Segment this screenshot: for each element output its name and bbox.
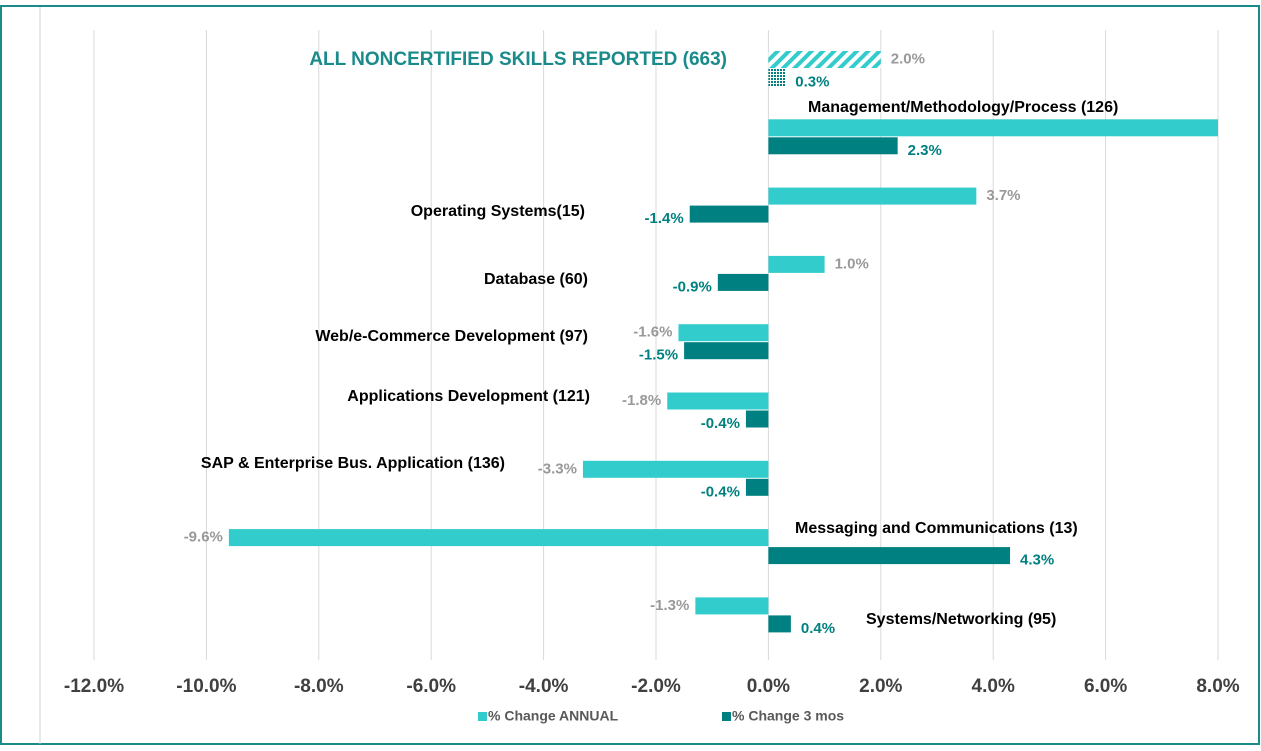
x-tick-label: -4.0% — [519, 676, 569, 697]
value-label: -0.9% — [673, 278, 712, 295]
x-tick-label: -10.0% — [176, 676, 236, 697]
x-tick-label: 2.0% — [859, 676, 902, 697]
bar — [582, 460, 769, 478]
value-label: 2.3% — [908, 142, 942, 159]
bar — [768, 615, 791, 633]
bar — [768, 119, 1218, 137]
x-tick-label: -8.0% — [294, 676, 344, 697]
value-label: -3.3% — [538, 460, 577, 477]
value-label: -1.5% — [639, 347, 678, 364]
bar — [768, 255, 825, 273]
category-label: Database (60) — [484, 271, 588, 288]
value-label: -9.6% — [184, 529, 223, 546]
category-label: Messaging and Communications (13) — [795, 520, 1078, 537]
legend-swatch — [722, 712, 731, 721]
legend-label: % Change 3 mos — [732, 708, 844, 724]
bar — [689, 205, 769, 223]
category-label: ALL NONCERTIFIED SKILLS REPORTED (663) — [309, 49, 727, 70]
category-label: Systems/Networking (95) — [866, 611, 1056, 628]
category-label: Operating Systems(15) — [411, 203, 585, 220]
bar — [684, 342, 769, 360]
value-label: 2.0% — [891, 50, 925, 67]
x-tick-label: 4.0% — [972, 676, 1015, 697]
legend-swatch — [478, 712, 487, 721]
category-label: Web/e-Commerce Development (97) — [315, 328, 588, 345]
value-label: -1.3% — [650, 597, 689, 614]
value-label: -1.8% — [622, 392, 661, 409]
category-label: Management/Methodology/Process (126) — [808, 99, 1118, 116]
x-tick-label: -2.0% — [631, 676, 681, 697]
bar — [228, 529, 769, 547]
bar — [717, 273, 769, 291]
frame — [0, 5, 1260, 745]
bar — [768, 137, 898, 155]
bar — [667, 392, 769, 410]
bar — [768, 187, 977, 205]
bar — [695, 597, 769, 615]
value-label: 0.4% — [801, 620, 835, 637]
bar — [768, 547, 1011, 565]
value-label: 3.7% — [986, 187, 1020, 204]
x-tick-label: -6.0% — [406, 676, 456, 697]
value-label: 0.3% — [795, 73, 829, 90]
bar — [745, 478, 769, 496]
value-label: 4.3% — [1020, 552, 1054, 569]
value-label: -1.4% — [645, 210, 684, 227]
x-tick-label: 0.0% — [747, 676, 790, 697]
bar — [768, 51, 881, 68]
value-label: -0.4% — [701, 415, 740, 432]
category-label: SAP & Enterprise Bus. Application (136) — [201, 455, 505, 472]
bar — [768, 69, 786, 86]
category-label: Applications Development (121) — [347, 388, 590, 405]
value-label: -1.6% — [633, 324, 672, 341]
value-label: 1.0% — [835, 255, 869, 272]
x-tick-label: 8.0% — [1196, 676, 1239, 697]
x-tick-label: -12.0% — [64, 676, 124, 697]
value-label: -0.4% — [701, 483, 740, 500]
x-tick-label: 6.0% — [1084, 676, 1127, 697]
bar — [745, 410, 769, 428]
legend-label: % Change ANNUAL — [488, 708, 619, 724]
bar — [678, 324, 769, 342]
